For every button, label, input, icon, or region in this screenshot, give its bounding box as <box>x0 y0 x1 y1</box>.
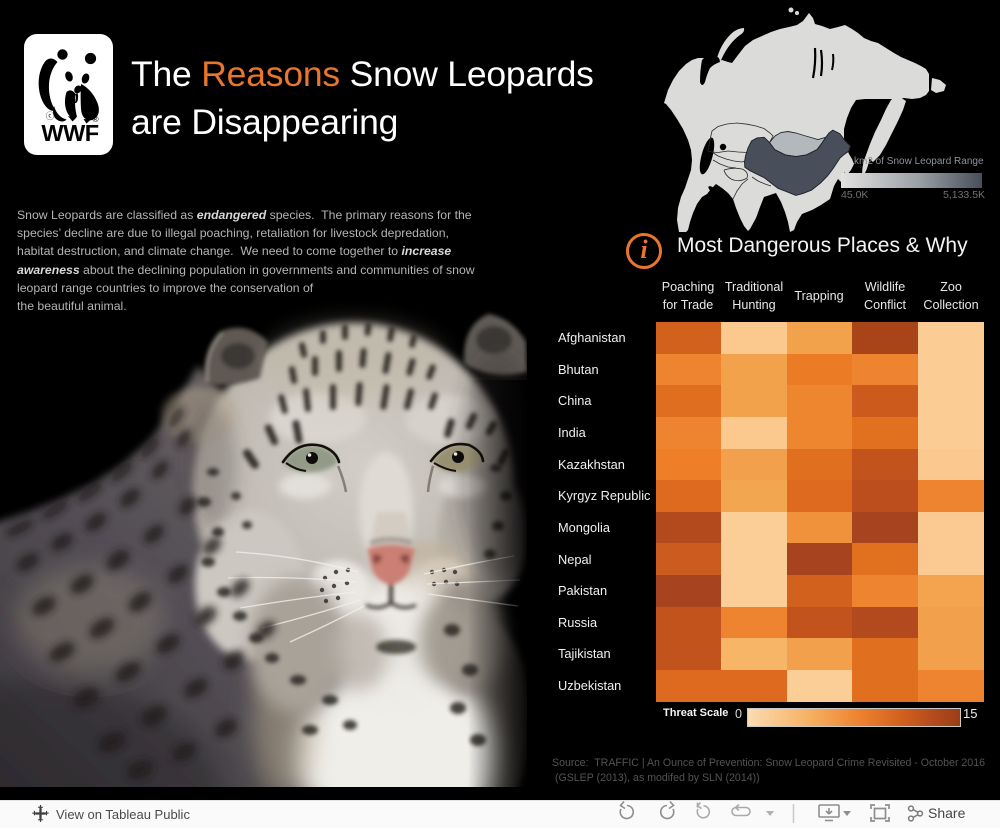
svg-text:Share: Share <box>928 805 966 821</box>
svg-text:®: ® <box>92 114 99 124</box>
svg-text:WWF: WWF <box>41 120 98 146</box>
svg-text:ⓒ: ⓒ <box>46 111 55 121</box>
